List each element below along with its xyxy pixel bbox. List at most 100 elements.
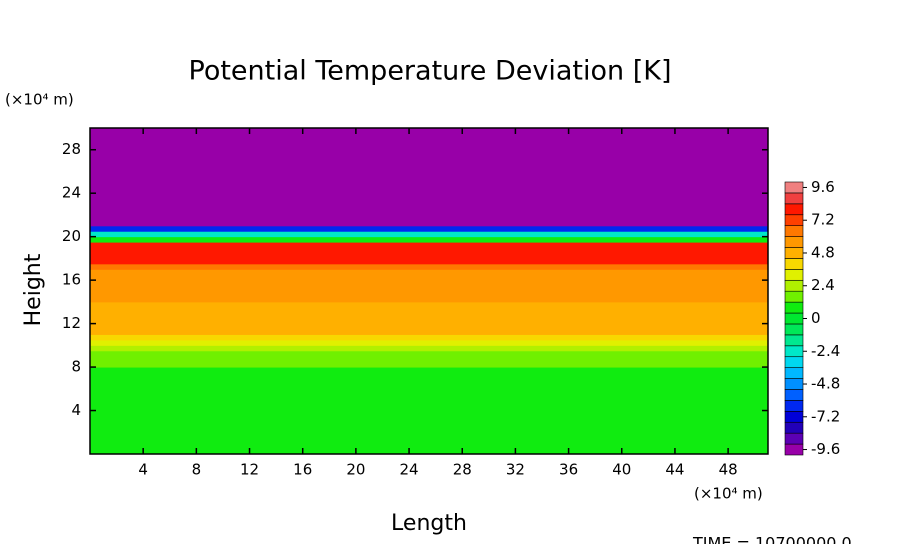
field-band: [90, 339, 768, 346]
field-band: [90, 128, 768, 134]
field-band: [90, 149, 768, 156]
field-band: [90, 166, 768, 172]
field-band: [90, 144, 768, 151]
field-band: [90, 334, 768, 341]
field-band: [90, 193, 768, 200]
colorbar-bin: [784, 378, 804, 390]
colorbar-bin: [784, 323, 804, 336]
field-band: [90, 372, 768, 379]
field-band: [90, 198, 768, 205]
colorbar-bin: [784, 334, 804, 347]
field-band: [90, 426, 768, 433]
plot-frame: [89, 127, 769, 455]
y-tick-label: 16: [62, 271, 81, 289]
x-tick-label: 20: [346, 461, 365, 479]
field-band: [90, 231, 768, 238]
x-tick-label: 8: [192, 461, 202, 479]
field-band: [90, 410, 768, 417]
y-tick-label: 28: [62, 140, 81, 158]
field-band: [90, 204, 768, 210]
x-axis-label: Length: [391, 511, 467, 536]
field-band: [90, 367, 768, 373]
field-band: [90, 133, 768, 140]
y-tick-label: 20: [62, 227, 81, 245]
colorbar-bin: [784, 400, 804, 412]
x-tick-label: 24: [400, 461, 419, 479]
field-band: [90, 242, 768, 249]
field-band: [90, 247, 768, 254]
colorbar-bin: [784, 258, 804, 270]
y-tick-label: 12: [62, 314, 81, 332]
colorbar-bin: [784, 247, 804, 259]
field-band: [90, 323, 768, 330]
field-band: [90, 187, 768, 194]
field-band: [90, 296, 768, 303]
colorbar-bin: [784, 225, 804, 237]
field-band: [90, 138, 768, 145]
field-band: [90, 437, 768, 444]
time-label: TIME = 10700000.0: [692, 534, 852, 544]
x-tick-label: 32: [506, 461, 525, 479]
colorbar-bin: [784, 269, 804, 281]
x-tick-label: 4: [138, 461, 148, 479]
colorbar-bin: [784, 312, 804, 325]
field-band: [90, 356, 768, 363]
field-band: [90, 252, 768, 259]
field-band: [90, 307, 768, 314]
y-axis-label: Height: [21, 253, 46, 326]
x-tick-label: 12: [240, 461, 259, 479]
field-band: [90, 329, 768, 335]
colorbar-bin: [784, 389, 804, 401]
colorbar-bin: [784, 421, 804, 434]
field-band: [90, 345, 768, 352]
colorbar-tick-label: -7.2: [811, 407, 840, 425]
colorbar-bin: [784, 236, 804, 248]
colorbar-tick-label: -4.8: [811, 375, 840, 393]
field-band: [90, 383, 768, 390]
field-band: [90, 209, 768, 216]
field-band: [90, 448, 768, 455]
field-band: [90, 361, 768, 368]
x-tick-label: 28: [453, 461, 472, 479]
field-band: [90, 160, 768, 167]
field-band: [90, 225, 768, 232]
field-band: [90, 182, 768, 189]
colorbar-tick-label: 0: [811, 309, 821, 327]
colorbar-tick-label: -9.6: [811, 440, 840, 458]
colorbar-bin: [784, 432, 804, 445]
field-band: [90, 258, 768, 265]
colorbar-bin: [784, 192, 804, 205]
field-band: [90, 301, 768, 308]
colorbar-bin: [784, 203, 804, 216]
colorbar-bin: [784, 356, 804, 368]
field-band: [90, 350, 768, 357]
colorbar-bin: [784, 290, 804, 303]
field-band: [90, 399, 768, 406]
colorbar-tick-label: 4.8: [811, 243, 835, 261]
x-unit: (×10⁴ m): [694, 485, 763, 503]
y-tick-label: 24: [62, 184, 81, 202]
colorbar-tick-label: -2.4: [811, 342, 840, 360]
field-band: [90, 214, 768, 221]
colorbar-bin: [784, 301, 804, 314]
field-band: [90, 236, 768, 243]
field-band: [90, 280, 768, 287]
y-unit: (×10⁴ m): [5, 91, 74, 109]
colorbar-bin: [784, 443, 804, 456]
colorbar-bin: [784, 345, 804, 358]
x-tick-label: 40: [612, 461, 631, 479]
field-band: [90, 285, 768, 292]
field-band: [90, 415, 768, 422]
y-tick-label: 8: [71, 358, 81, 376]
field-band: [90, 388, 768, 395]
field-band: [90, 220, 768, 227]
field-band: [90, 269, 768, 276]
chart-title: Potential Temperature Deviation [K]: [189, 56, 672, 87]
colorbar-tick-label: 7.2: [811, 211, 835, 229]
y-tick-label: 4: [71, 401, 81, 419]
colorbar-bin: [784, 214, 804, 226]
field-band: [90, 312, 768, 319]
field-band: [90, 318, 768, 325]
colorbar-bin: [784, 181, 804, 194]
field-band: [90, 405, 768, 412]
